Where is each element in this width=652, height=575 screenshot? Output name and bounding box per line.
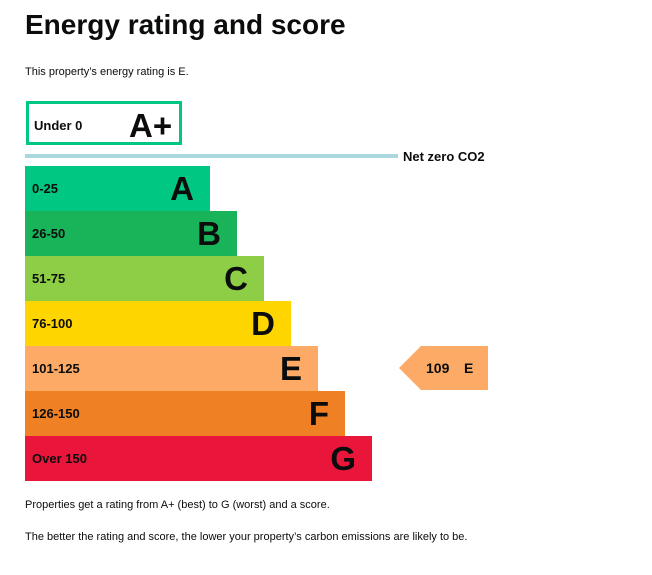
band-letter: A+ — [129, 107, 173, 144]
band-g: Over 150 G — [25, 436, 372, 481]
band-letter: E — [279, 350, 302, 387]
band-range: 101-125 — [32, 361, 80, 376]
page-title: Energy rating and score — [25, 9, 346, 40]
band-letter: D — [251, 305, 275, 342]
band-letter: C — [224, 260, 248, 297]
current-score: 109 — [426, 360, 450, 376]
band-letter: F — [308, 395, 329, 432]
band-b: 26-50 B — [25, 211, 237, 256]
band-d: 76-100 D — [25, 301, 291, 346]
band-c: 51-75 C — [25, 256, 264, 301]
rating-summary: This property’s energy rating is E. — [25, 66, 189, 78]
rating-explanation: Properties get a rating from A+ (best) t… — [25, 499, 330, 511]
band-range: 126-150 — [32, 406, 80, 421]
band-aplus: Under 0 A+ — [26, 101, 182, 145]
band-range: 26-50 — [32, 226, 66, 241]
net-zero-line — [25, 154, 398, 158]
pointer-arrow-shape — [399, 346, 488, 390]
band-range: Over 150 — [32, 451, 87, 466]
band-range: 0-25 — [32, 181, 59, 196]
band-e: 101-125 E — [25, 346, 318, 391]
current-letter: E — [464, 360, 474, 376]
emissions-explanation: The better the rating and score, the low… — [25, 531, 468, 543]
band-range: Under 0 — [34, 118, 83, 133]
band-letter: A — [170, 170, 194, 207]
band-letter: B — [197, 215, 221, 252]
band-a: 0-25 A — [25, 166, 210, 211]
current-rating-indicator: 109 E — [399, 346, 488, 390]
band-range: 51-75 — [32, 271, 66, 286]
band-letter: G — [330, 440, 356, 477]
band-f: 126-150 F — [25, 391, 345, 436]
band-range: 76-100 — [32, 316, 73, 331]
net-zero-label: Net zero CO2 — [403, 149, 485, 164]
